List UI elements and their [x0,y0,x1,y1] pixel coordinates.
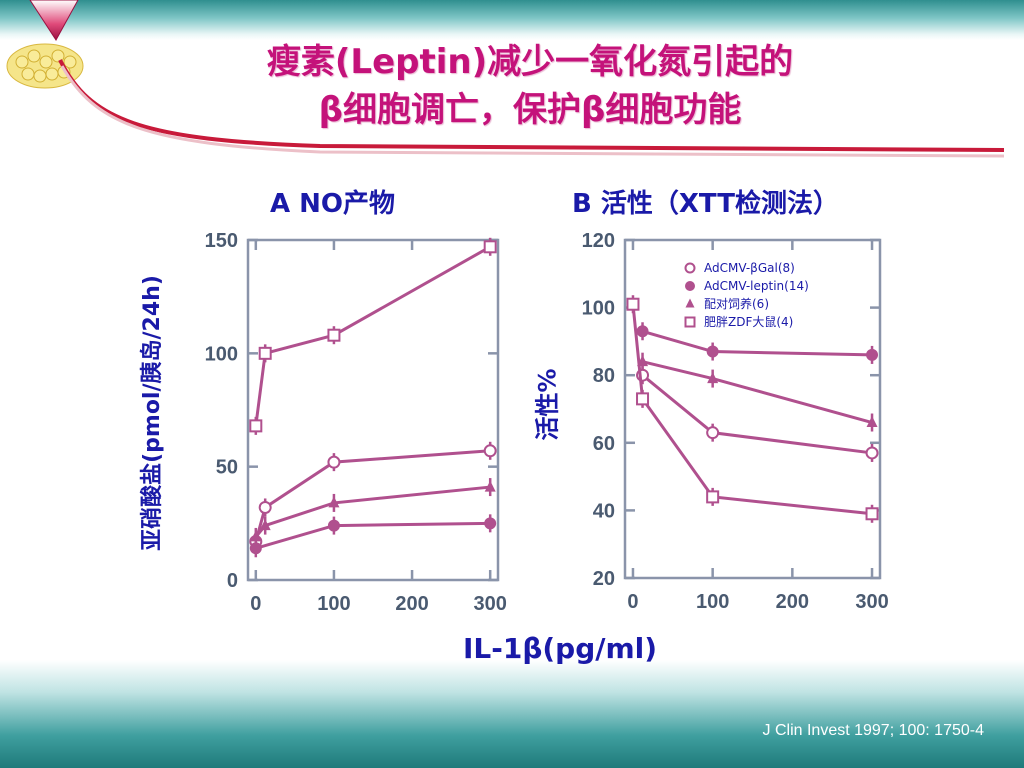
panel-a-ytick-label: 150 [205,230,238,252]
data-point-triangle [484,480,496,492]
panel-b-ytick-label: 120 [582,230,615,252]
legend-label: AdCMV-βGal(8) [704,261,795,275]
citation: J Clin Invest 1997; 100: 1750-4 [762,722,984,739]
data-point-open-square [626,297,640,311]
panel-a-series-3 [249,237,497,435]
panel-a-series-0 [249,441,497,551]
panel-b-series-1 [636,322,879,364]
panel-b-series-line [631,304,873,516]
data-point-triangle [259,519,271,531]
panel-b-frame [623,238,882,580]
data-point-triangle [328,496,340,508]
panel-b-xtick-label: 0 [627,591,638,613]
panel-b-xtick-label: 200 [776,591,809,613]
legend-marker-filled-circle [685,281,695,291]
panel-a-ytick-label: 50 [216,457,238,479]
panel-a-xtick-label: 100 [317,593,350,615]
x-axis-label: IL-1β(pg/ml) [462,632,658,665]
panel-a-series-1 [249,514,497,558]
panel-a-series-line [254,485,491,538]
data-point-open-circle [327,455,341,469]
legend-marker-open-square [684,316,696,328]
pancreas-logo-icon [6,0,84,89]
panel-a-series-line [254,245,491,427]
panel-b-xtick-label: 300 [855,591,888,613]
panel-b-series-line [642,360,873,424]
data-point-open-square [327,328,341,342]
panel-b-ytick-label: 20 [593,568,615,590]
data-point-triangle [250,530,262,542]
data-point-filled-circle [636,325,649,338]
panel-b-series-2 [637,352,878,432]
data-point-open-circle [483,444,497,458]
data-point-triangle [866,416,878,428]
panel-a-plot: 0 50 100 150 0 100 200 300 [205,230,507,615]
data-point-filled-circle [327,519,340,532]
panel-b-ytick-label: 100 [582,298,615,320]
data-point-open-square [258,346,272,360]
legend-marker-triangle [685,298,695,308]
panel-b-legend: AdCMV-βGal(8) AdCMV-leptin(14) 配对饲养(6) 肥胖ZD… [684,261,809,329]
data-point-filled-circle [866,348,879,361]
data-point-open-circle [865,446,879,460]
data-point-open-circle [706,426,720,440]
data-point-filled-circle [706,345,719,358]
data-point-open-square [636,392,650,406]
panel-a-title: A NO产物 [270,189,396,219]
bottom-decor-band [0,660,1024,768]
panel-a-series-line [254,449,491,542]
data-point-open-square [865,507,879,521]
title-line-2: β细胞调亡，保护β细胞功能 [318,90,742,130]
panel-b-ytick-label: 60 [593,433,615,455]
panel-a-series-2 [250,478,496,546]
panel-b-series-line [642,329,873,357]
panel-a-frame [246,238,500,582]
panel-a-xtick-label: 300 [474,593,507,615]
data-point-open-square [483,240,497,254]
panel-b-xtick-label: 100 [696,591,729,613]
panel-b-ytick-label: 80 [593,365,615,387]
panel-a-xtick-label: 0 [250,593,261,615]
data-point-open-square [706,490,720,504]
title-line-1: 瘦素(Leptin)减少一氧化氮引起的 [266,42,794,82]
top-decor-band [0,0,1024,40]
data-point-filled-circle [484,517,497,530]
panel-b-title: B 活性（XTT检测法） [572,189,839,219]
data-point-open-circle [258,500,272,514]
panel-b-ytick-label: 40 [593,500,615,522]
panel-b-series-3 [626,295,879,523]
slide-title: 瘦素(Leptin)减少一氧化氮引起的 β细胞调亡，保护β细胞功能 [120,38,940,134]
panel-a-series-line [255,521,491,550]
legend-label: 配对饲养(6) [704,296,769,311]
legend-label: AdCMV-leptin(14) [704,279,809,293]
panel-a-ytick-label: 0 [227,570,238,592]
data-point-open-square [249,419,263,433]
legend-label: 肥胖ZDF大鼠(4) [704,315,793,329]
legend-marker-open-circle [684,262,696,274]
panel-a-ytick-label: 100 [205,343,238,365]
data-point-triangle [707,372,719,384]
title-underline-swoosh [58,59,1005,158]
panel-b-series-0 [636,366,879,462]
panel-a-xtick-label: 200 [395,593,428,615]
